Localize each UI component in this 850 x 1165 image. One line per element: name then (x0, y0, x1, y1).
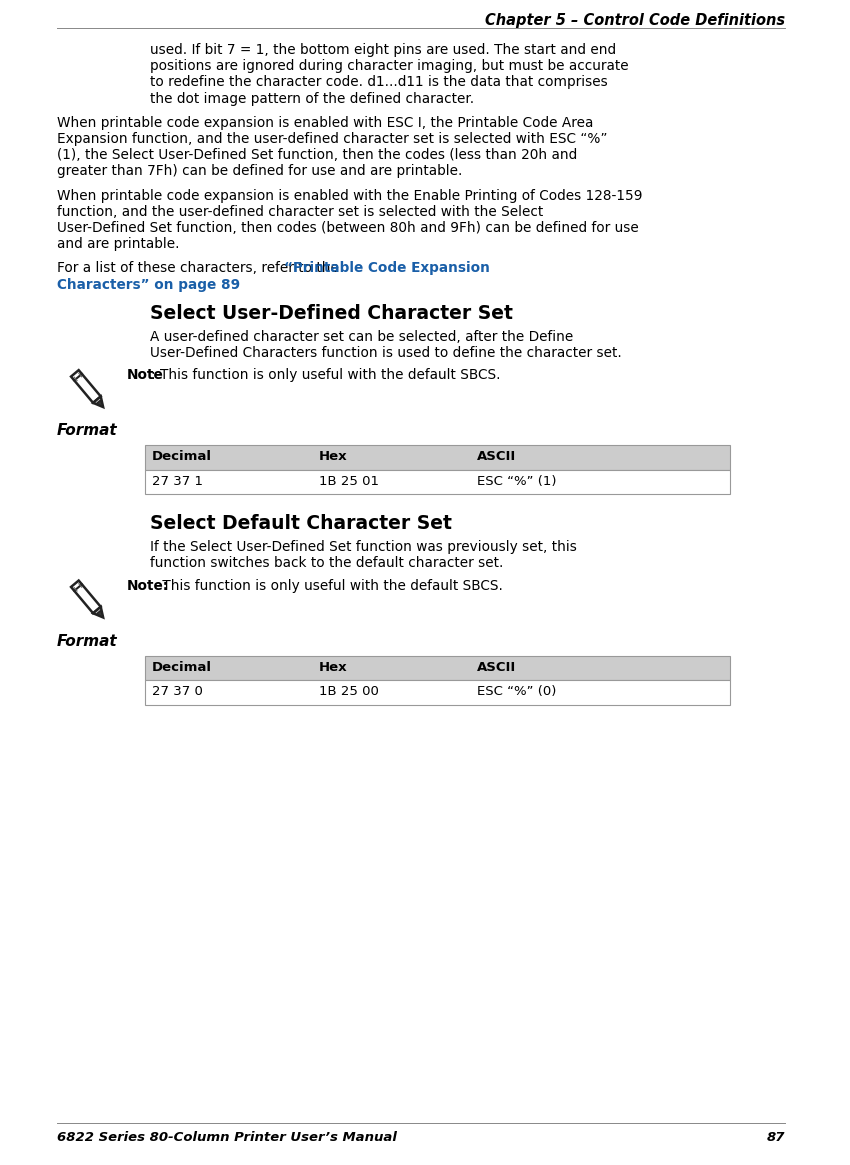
Text: Expansion function, and the user-defined character set is selected with ESC “%”: Expansion function, and the user-defined… (57, 132, 608, 146)
Text: Select User-Defined Character Set: Select User-Defined Character Set (150, 304, 513, 323)
Polygon shape (71, 370, 101, 403)
Text: positions are ignored during character imaging, but must be accurate: positions are ignored during character i… (150, 59, 629, 73)
Text: Decimal: Decimal (152, 661, 212, 673)
Polygon shape (71, 580, 101, 613)
FancyBboxPatch shape (145, 656, 730, 680)
Text: 1B 25 00: 1B 25 00 (319, 685, 378, 698)
Text: to redefine the character code. d1...d11 is the data that comprises: to redefine the character code. d1...d11… (150, 76, 608, 90)
Text: User-Defined Characters function is used to define the character set.: User-Defined Characters function is used… (150, 346, 621, 360)
FancyBboxPatch shape (145, 445, 730, 469)
Text: and are printable.: and are printable. (57, 238, 179, 252)
Text: This function is only useful with the default SBCS.: This function is only useful with the de… (158, 579, 503, 593)
Text: Characters” on page 89: Characters” on page 89 (57, 277, 240, 291)
Text: 6822 Series 80-Column Printer User’s Manual: 6822 Series 80-Column Printer User’s Man… (57, 1131, 397, 1144)
Text: When printable code expansion is enabled with ESC I, the Printable Code Area: When printable code expansion is enabled… (57, 115, 593, 129)
Text: : This function is only useful with the default SBCS.: : This function is only useful with the … (151, 368, 501, 382)
Text: Hex: Hex (319, 450, 348, 464)
Text: 87: 87 (767, 1131, 785, 1144)
Text: 27 37 1: 27 37 1 (152, 474, 203, 488)
FancyBboxPatch shape (145, 680, 730, 705)
Polygon shape (94, 396, 103, 407)
Text: function switches back to the default character set.: function switches back to the default ch… (150, 557, 503, 571)
FancyBboxPatch shape (145, 469, 730, 494)
Text: Chapter 5 – Control Code Definitions: Chapter 5 – Control Code Definitions (484, 13, 785, 28)
Text: Note: Note (127, 368, 164, 382)
Text: “Printable Code Expansion: “Printable Code Expansion (284, 261, 490, 275)
Text: ESC “%” (0): ESC “%” (0) (477, 685, 556, 698)
Text: Format: Format (57, 634, 117, 649)
Text: function, and the user-defined character set is selected with the Select: function, and the user-defined character… (57, 205, 543, 219)
Text: the dot image pattern of the defined character.: the dot image pattern of the defined cha… (150, 92, 474, 106)
Text: ESC “%” (1): ESC “%” (1) (477, 474, 556, 488)
Text: used. If bit 7 = 1, the bottom eight pins are used. The start and end: used. If bit 7 = 1, the bottom eight pin… (150, 43, 616, 57)
Text: greater than 7Fh) can be defined for use and are printable.: greater than 7Fh) can be defined for use… (57, 164, 462, 178)
Text: When printable code expansion is enabled with the Enable Printing of Codes 128-1: When printable code expansion is enabled… (57, 189, 643, 203)
Polygon shape (97, 610, 103, 617)
Text: If the Select User-Defined Set function was previously set, this: If the Select User-Defined Set function … (150, 541, 577, 555)
Text: 1B 25 01: 1B 25 01 (319, 474, 379, 488)
Text: Hex: Hex (319, 661, 348, 673)
Text: (1), the Select User-Defined Set function, then the codes (less than 20h and: (1), the Select User-Defined Set functio… (57, 148, 577, 162)
Text: User-Defined Set function, then codes (between 80h and 9Fh) can be defined for u: User-Defined Set function, then codes (b… (57, 221, 638, 235)
Text: A user-defined character set can be selected, after the Define: A user-defined character set can be sele… (150, 330, 573, 344)
Text: ASCII: ASCII (477, 661, 516, 673)
Text: ASCII: ASCII (477, 450, 516, 464)
Text: 27 37 0: 27 37 0 (152, 685, 203, 698)
Polygon shape (97, 400, 103, 407)
Text: Select Default Character Set: Select Default Character Set (150, 514, 452, 534)
Text: For a list of these characters, refer to the: For a list of these characters, refer to… (57, 261, 343, 275)
Text: Format: Format (57, 423, 117, 438)
Text: Note:: Note: (127, 579, 169, 593)
Polygon shape (94, 607, 103, 617)
Text: Decimal: Decimal (152, 450, 212, 464)
